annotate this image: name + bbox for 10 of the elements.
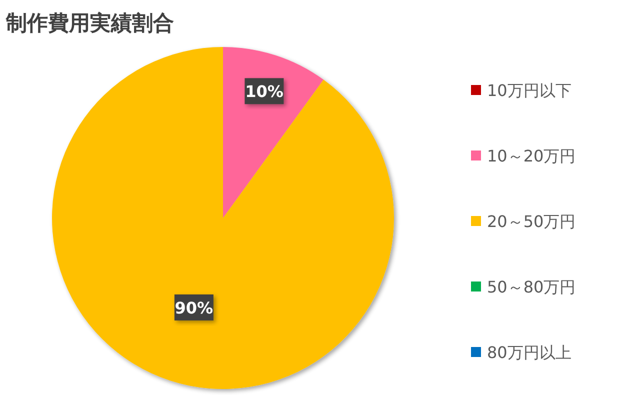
data-label: 10% xyxy=(245,82,284,102)
legend-label: 20～50万円 xyxy=(487,212,576,231)
pie-slice xyxy=(223,47,324,218)
data-label: 90% xyxy=(174,298,214,318)
legend-label: 10万円以下 xyxy=(487,81,572,100)
pie-slice xyxy=(52,47,394,389)
chart-title: 制作費用実績割合 xyxy=(5,11,174,35)
legend-label: 50～80万円 xyxy=(487,278,576,296)
legend-label: 10～20万円 xyxy=(487,146,576,166)
legend-label: 80万円以上 xyxy=(487,343,572,362)
